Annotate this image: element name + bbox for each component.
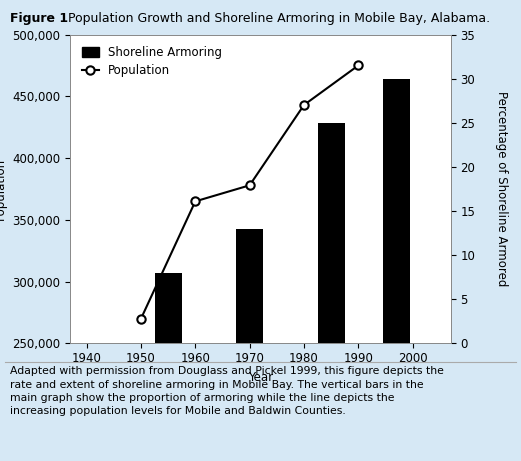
Text: Figure 1: Figure 1 [10,12,69,24]
Bar [383,79,410,343]
Bar [317,123,345,343]
Text: . Population Growth and Shoreline Armoring in Mobile Bay, Alabama.: . Population Growth and Shoreline Armori… [60,12,490,24]
X-axis label: Year: Year [248,371,273,384]
Text: Adapted with permission from Douglass and Pickel 1999, this figure depicts the
r: Adapted with permission from Douglass an… [10,366,444,416]
Legend: Shoreline Armoring, Population: Shoreline Armoring, Population [76,41,228,83]
Bar [155,273,182,343]
Bar [236,229,263,343]
Y-axis label: Population: Population [0,158,7,220]
Y-axis label: Percentage of Shoreline Armored: Percentage of Shoreline Armored [495,91,507,287]
